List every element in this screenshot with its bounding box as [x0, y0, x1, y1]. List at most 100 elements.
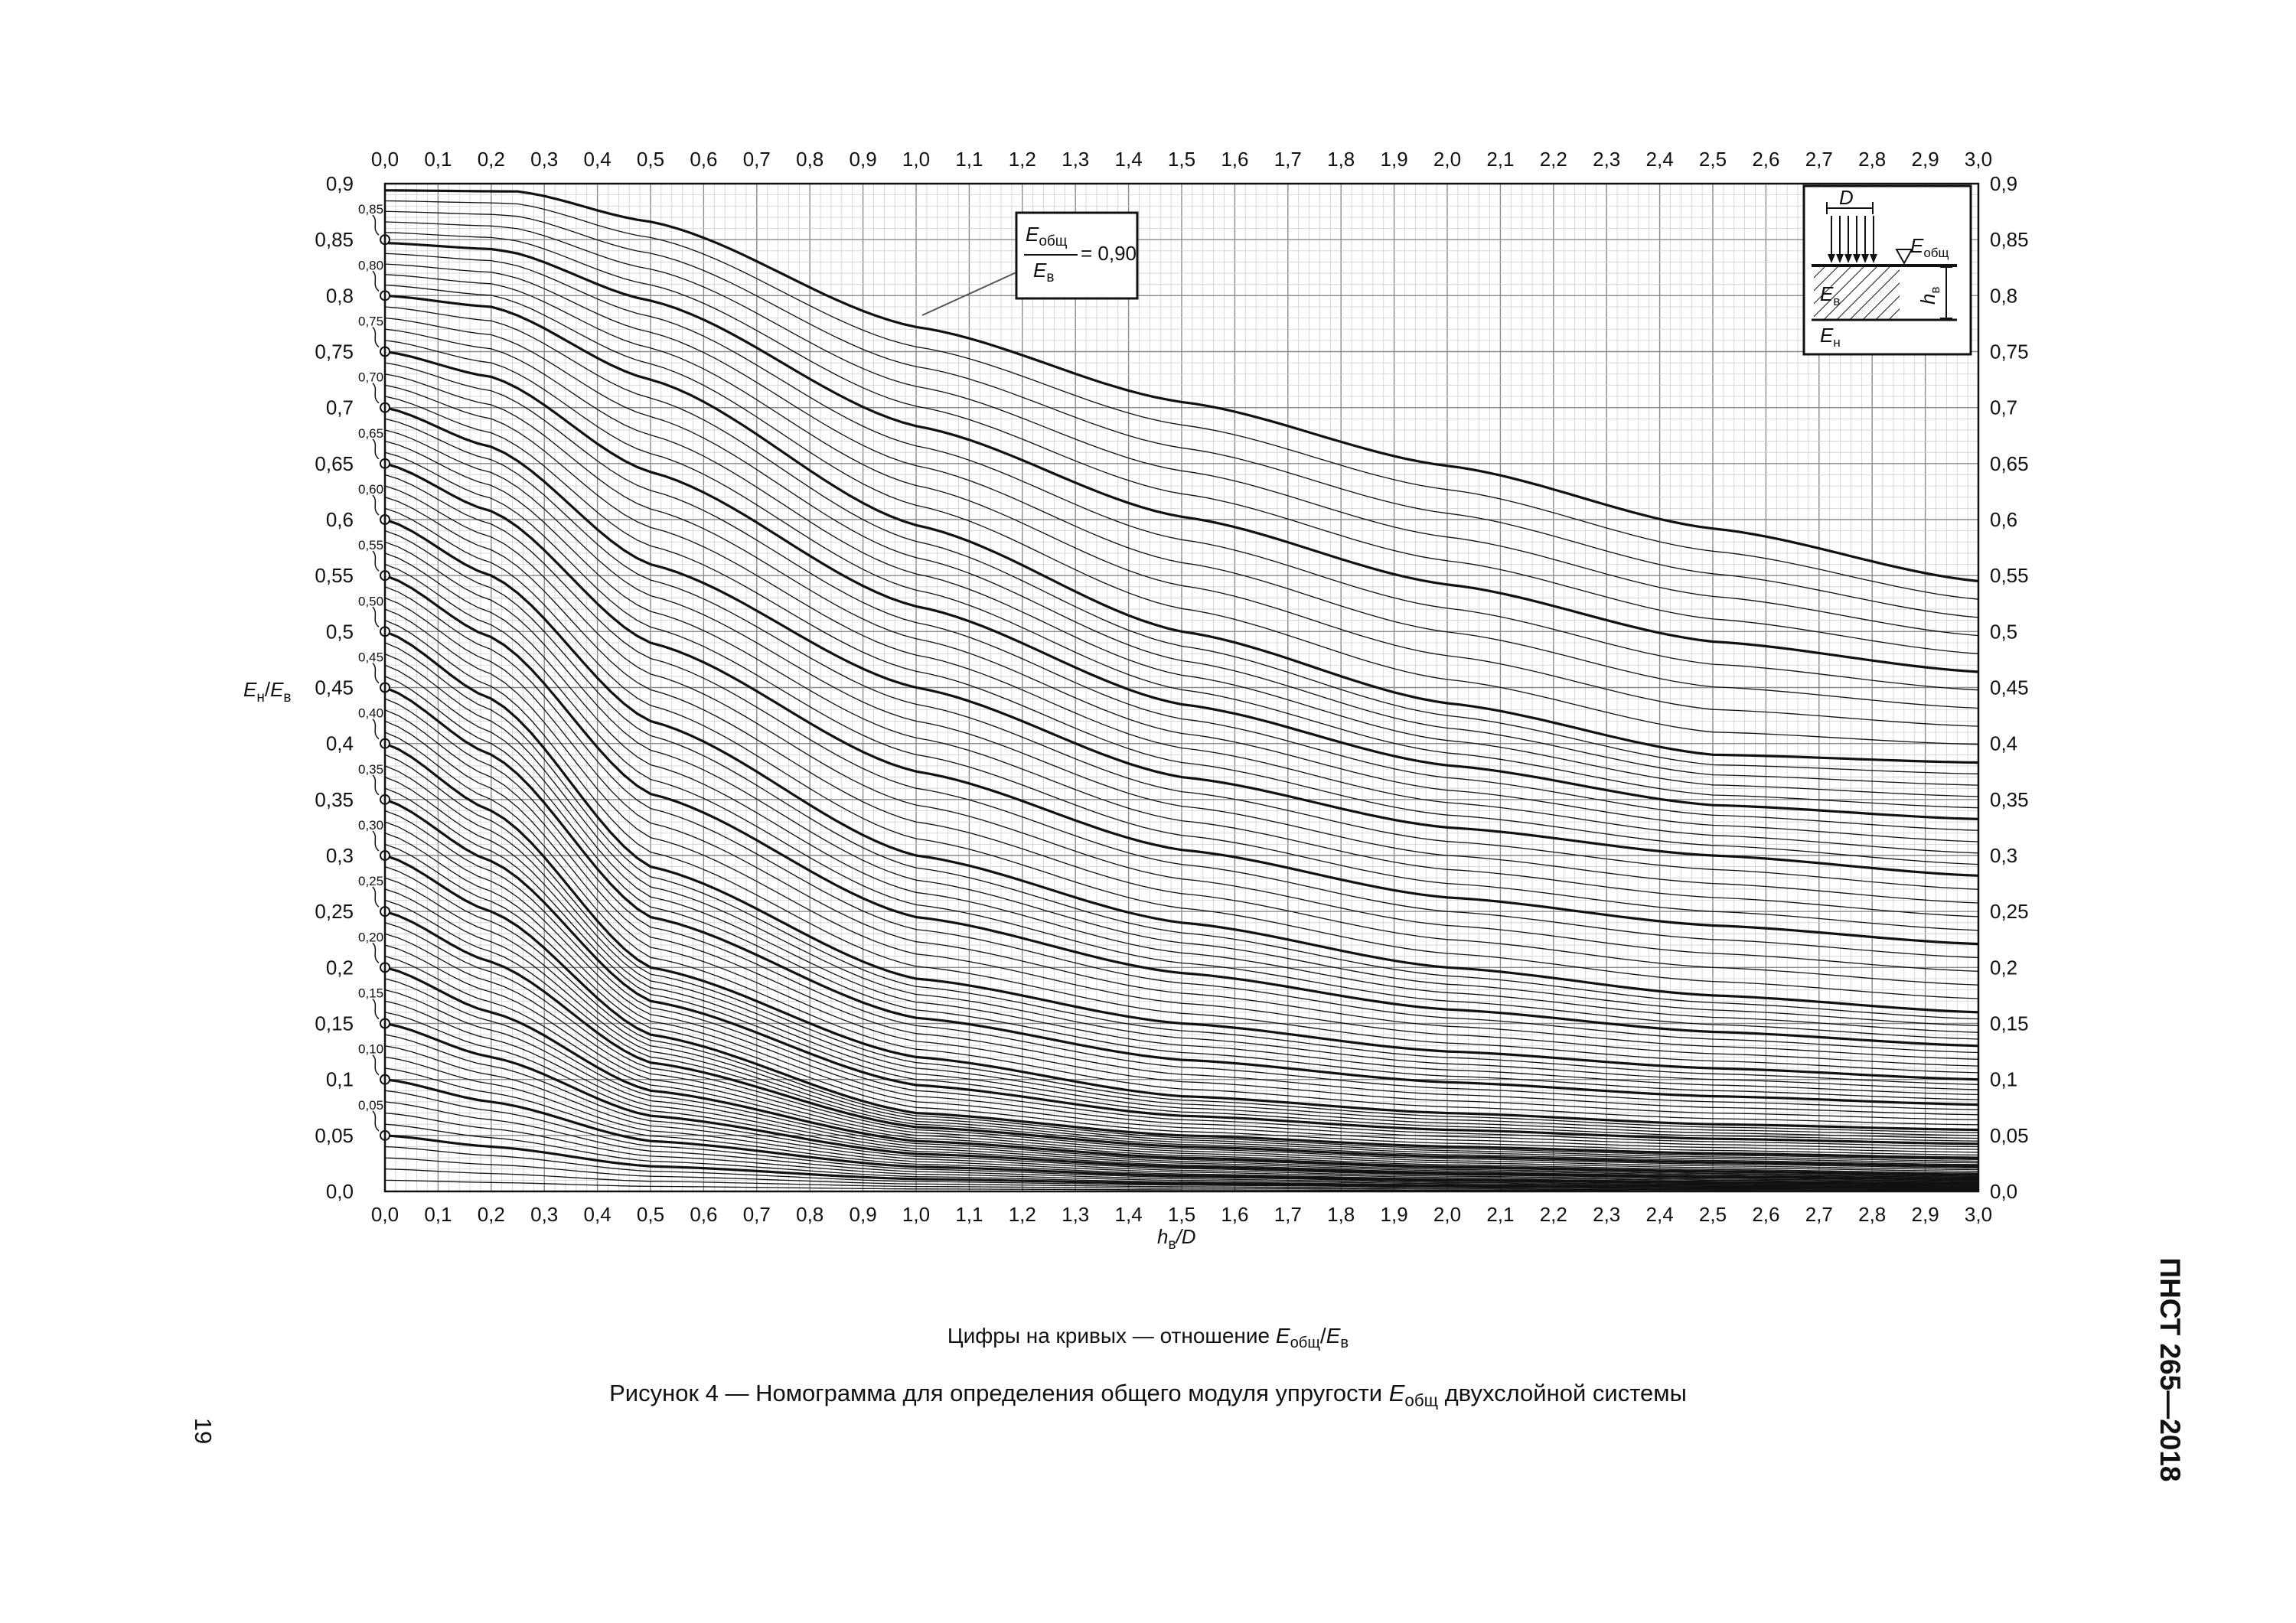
x-tick-bottom: 0,6 — [690, 1203, 717, 1226]
curve-minor — [384, 396, 1979, 865]
curve-minor — [384, 552, 1979, 1033]
callout-box: Eобщ Eв = 0,90 — [921, 211, 1139, 316]
curve-label: 0,10 — [358, 1042, 383, 1057]
curve-label: 0,80 — [358, 258, 383, 272]
y-tick-right: 0,4 — [1990, 732, 2017, 755]
y-tick-right: 0,9 — [1990, 172, 2017, 195]
x-tick-bottom: 1,2 — [1009, 1203, 1036, 1226]
y-tick-left: 0,1 — [326, 1068, 354, 1091]
x-tick-top: 1,0 — [902, 148, 930, 171]
curve-major — [384, 686, 1979, 1106]
x-tick-bottom: 1,7 — [1274, 1203, 1302, 1226]
curve-minor — [384, 221, 1979, 637]
y-tick-left: 0,6 — [326, 508, 354, 531]
x-tick-bottom: 0,0 — [371, 1203, 399, 1226]
curve-minor — [384, 1101, 1978, 1186]
curve-label-leader — [372, 998, 380, 1020]
y-tick-left: 0,9 — [326, 172, 354, 195]
curve-minor — [384, 1067, 1979, 1184]
curve-minor — [384, 821, 1979, 1150]
curve-minor — [384, 922, 1979, 1168]
curve-minor — [384, 485, 1979, 972]
curve-major — [384, 630, 1979, 1081]
x-tick-top: 2,4 — [1646, 148, 1674, 171]
caption-e-sub: общ — [1404, 1390, 1438, 1410]
load-arrow-head — [1870, 254, 1877, 263]
curve-minor — [384, 1112, 1978, 1187]
curve-label-leader — [372, 438, 380, 460]
curve-label-leader — [372, 942, 380, 963]
curve-label-leader — [372, 830, 380, 852]
curve-minor — [384, 608, 1979, 1067]
x-tick-bottom: 0,5 — [637, 1203, 664, 1226]
y-tick-right: 0,15 — [1990, 1012, 2029, 1035]
curve-minor — [384, 620, 1979, 1074]
y-tick-right: 0,7 — [1990, 396, 2017, 419]
x-tick-bottom: 2,0 — [1433, 1203, 1461, 1226]
x-tick-bottom: 2,3 — [1593, 1203, 1620, 1226]
y-axis-title: Eн/Eв — [243, 678, 292, 706]
curve-label-leader — [372, 606, 380, 627]
inset-surface-marker — [1895, 249, 1913, 266]
y-tick-left: 0,4 — [326, 732, 354, 755]
curve-major — [384, 294, 1979, 764]
curve-minor — [384, 586, 1979, 1054]
curve-label-leader — [372, 1110, 380, 1132]
curves — [384, 189, 1979, 1191]
curve-minor — [384, 597, 1979, 1060]
curve-minor — [384, 877, 1979, 1162]
y-tick-right: 0,35 — [1990, 788, 2029, 811]
inset-load-arrows — [1828, 216, 1877, 263]
curve-minor — [384, 507, 1979, 999]
x-tick-bottom: 0,4 — [584, 1203, 612, 1226]
x-tick-bottom: 2,2 — [1540, 1203, 1567, 1226]
curve-minor — [384, 232, 1979, 654]
curve-minor — [384, 263, 1979, 709]
caption-text: Рисунок 4 — Номограмма для определения о… — [609, 1380, 1389, 1406]
x-tick-bottom: 1,0 — [902, 1203, 930, 1226]
curve-minor — [384, 787, 1979, 1142]
curve-label-leader — [372, 774, 380, 796]
curve-minor — [384, 328, 1979, 797]
curve-label: 0,60 — [358, 482, 383, 497]
x-tick-bottom: 1,1 — [955, 1203, 983, 1226]
curve-major — [384, 798, 1979, 1146]
curve-minor — [384, 933, 1979, 1171]
x-axis-title: hв/D — [1157, 1225, 1196, 1253]
curve-major — [384, 742, 1979, 1132]
x-tick-top: 1,8 — [1327, 148, 1355, 171]
curve-label: 0,75 — [358, 314, 383, 329]
y-tick-right: 0,85 — [1990, 228, 2029, 251]
curve-minor — [384, 664, 1979, 1096]
x-tick-bottom: 1,8 — [1327, 1203, 1355, 1226]
curve-label: 0,35 — [358, 762, 383, 777]
curve-minor — [384, 563, 1979, 1040]
curve-minor — [384, 888, 1979, 1164]
curve-minor — [384, 1012, 1979, 1179]
load-arrow-head — [1844, 254, 1852, 263]
curve-major — [384, 966, 1979, 1176]
curve-minor — [384, 833, 1979, 1153]
x-tick-top: 2,1 — [1486, 148, 1514, 171]
curve-minor — [384, 776, 1979, 1139]
y-tick-left: 0,5 — [326, 620, 354, 643]
y-tick-left: 0,85 — [315, 228, 354, 251]
curve-minor — [384, 642, 1979, 1085]
y-tick-left: 0,25 — [315, 900, 354, 923]
curve-minor — [384, 1056, 1978, 1183]
x-tick-top: 0,1 — [424, 148, 452, 171]
y-tick-right: 0,75 — [1990, 341, 2029, 363]
curve-minor — [384, 653, 1979, 1090]
curve-minor — [384, 720, 1979, 1120]
y-tick-left: 0,35 — [315, 788, 354, 811]
curve-major — [384, 518, 1979, 1014]
y-tick-left: 0,45 — [315, 676, 354, 699]
x-tick-bottom: 0,8 — [796, 1203, 823, 1226]
x-tick-bottom: 2,1 — [1486, 1203, 1514, 1226]
curve-note: Цифры на кривых — отношение Eобщ/Eв — [0, 1324, 2296, 1352]
curve-minor — [384, 1000, 1979, 1178]
curve-major — [384, 854, 1979, 1159]
load-arrow-head — [1853, 254, 1861, 263]
curve-minor — [384, 1045, 1978, 1181]
